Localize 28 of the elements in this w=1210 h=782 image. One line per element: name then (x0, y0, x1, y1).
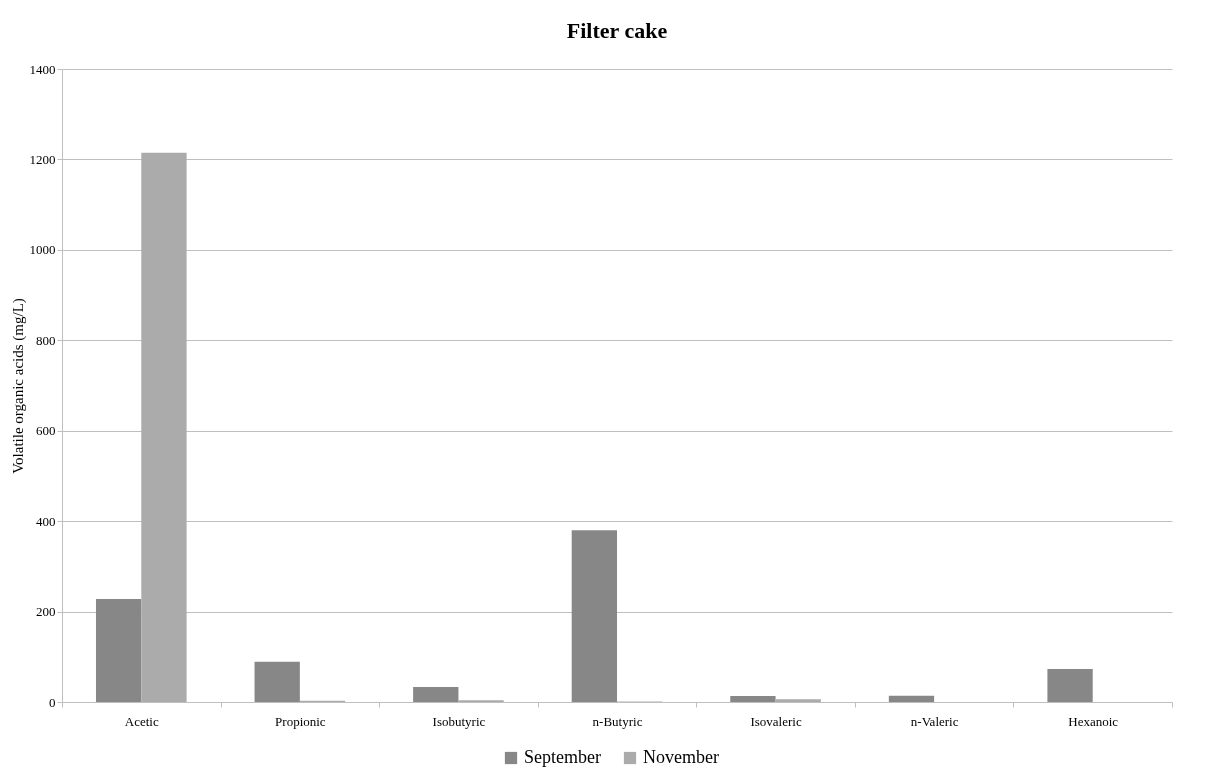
y-tick-label: 0 (49, 694, 56, 710)
bar (254, 661, 300, 702)
chart-title: Filter cake (566, 18, 668, 43)
legend-label: September (524, 747, 601, 767)
bar (141, 152, 187, 702)
legend-label: November (643, 747, 719, 767)
bar (730, 696, 776, 702)
x-tick-label: Isovaleric (750, 713, 802, 729)
y-tick-label: 200 (36, 604, 56, 620)
y-tick-label: 1000 (29, 242, 56, 258)
x-tick-label: n-Butyric (592, 713, 643, 729)
x-tick-label: Acetic (124, 713, 159, 729)
bar (95, 598, 142, 702)
y-tick-label: 400 (36, 513, 56, 529)
bar (413, 687, 459, 702)
bar (571, 530, 617, 702)
x-tick-label: Propionic (275, 713, 326, 729)
y-axis-title: Volatile organic acids (mg/L) (9, 298, 27, 474)
y-tick-label: 800 (36, 332, 56, 348)
y-tick-label: 600 (36, 423, 56, 439)
x-tick-label: Isobutyric (432, 713, 486, 729)
y-tick-label: 1200 (29, 151, 56, 167)
bar (1047, 668, 1093, 702)
bar (888, 695, 935, 702)
bar (775, 699, 821, 702)
x-tick-label: Hexanoic (1068, 713, 1119, 729)
y-tick-label: 1400 (29, 61, 56, 77)
x-tick-label: n-Valeric (910, 713, 959, 729)
